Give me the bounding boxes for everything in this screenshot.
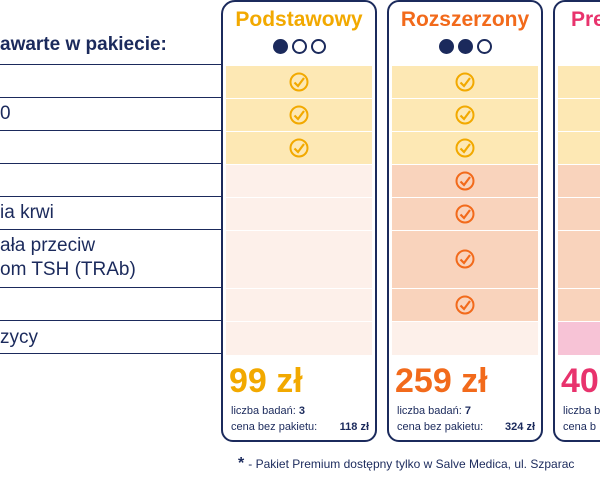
level-dot-empty bbox=[291, 39, 307, 54]
test-cell bbox=[558, 322, 600, 355]
check-icon bbox=[455, 204, 475, 224]
no-package-label: cena bez pakietu: bbox=[231, 421, 318, 433]
package-name: Pre bbox=[571, 8, 600, 31]
no-package-label: cena b bbox=[563, 421, 597, 433]
row-divider bbox=[0, 196, 224, 197]
package-level-dots bbox=[223, 39, 375, 54]
test-cell bbox=[392, 99, 538, 131]
test-cell bbox=[558, 132, 600, 164]
row-divider bbox=[0, 353, 224, 354]
row-divider bbox=[0, 163, 224, 164]
test-label-2: 0 bbox=[0, 103, 11, 124]
package-card-basic[interactable]: Podstawowy 99 zł liczba badań: 3 cena be… bbox=[221, 0, 377, 442]
check-icon bbox=[289, 138, 309, 158]
package-price: 259 zł bbox=[395, 362, 488, 400]
test-cell bbox=[392, 66, 538, 98]
check-icon bbox=[455, 295, 475, 315]
test-cell bbox=[226, 66, 372, 98]
check-icon bbox=[455, 138, 475, 158]
test-cell bbox=[558, 231, 600, 288]
check-icon bbox=[455, 249, 475, 269]
test-cell-empty bbox=[226, 198, 372, 230]
level-dot-filled bbox=[272, 39, 288, 54]
test-cell bbox=[392, 198, 538, 230]
no-package-price: 118 zł bbox=[339, 421, 369, 433]
test-cell bbox=[558, 165, 600, 197]
tests-count-text: liczba b bbox=[563, 405, 600, 417]
check-icon bbox=[289, 72, 309, 92]
level-dot-empty bbox=[476, 39, 492, 54]
test-cell bbox=[392, 132, 538, 164]
tests-count-text: liczba badań: 7 bbox=[397, 405, 472, 417]
test-cell-empty bbox=[226, 165, 372, 197]
package-price: 99 zł bbox=[229, 362, 303, 400]
level-dot-filled bbox=[438, 39, 454, 54]
level-dot-filled bbox=[457, 39, 473, 54]
no-package-price: 324 zł bbox=[505, 421, 535, 433]
test-cell bbox=[392, 231, 538, 288]
footnote-text: - Pakiet Premium dostępny tylko w Salve … bbox=[248, 457, 575, 471]
package-name: Podstawowy bbox=[235, 8, 363, 31]
test-cell bbox=[226, 99, 372, 131]
package-contents-header: awarte w pakiecie: bbox=[0, 34, 167, 55]
test-cell bbox=[558, 99, 600, 131]
test-cell-empty bbox=[226, 322, 372, 355]
package-card-extended[interactable]: Rozszerzony 259 zł liczba badań: 7 cena … bbox=[387, 0, 543, 442]
tests-count-text: liczba badań: 3 bbox=[231, 405, 306, 417]
test-cell bbox=[558, 198, 600, 230]
check-icon bbox=[289, 105, 309, 125]
row-divider bbox=[0, 64, 224, 65]
test-cell-empty bbox=[392, 322, 538, 355]
package-level-dots bbox=[389, 39, 541, 54]
check-icon bbox=[455, 105, 475, 125]
test-label-6: ała przeciw om TSH (TRAb) bbox=[0, 235, 136, 280]
test-cell-empty bbox=[226, 231, 372, 288]
row-divider bbox=[0, 130, 224, 131]
row-divider bbox=[0, 320, 224, 321]
check-icon bbox=[455, 171, 475, 191]
test-cell bbox=[558, 66, 600, 98]
premium-footnote: * - Pakiet Premium dostępny tylko w Salve… bbox=[238, 455, 574, 473]
asterisk: * bbox=[238, 455, 245, 472]
test-cell bbox=[392, 289, 538, 321]
test-cell bbox=[558, 289, 600, 321]
check-icon bbox=[455, 72, 475, 92]
test-label-5: ia krwi bbox=[0, 202, 54, 223]
test-cell bbox=[226, 132, 372, 164]
row-divider bbox=[0, 287, 224, 288]
test-cell bbox=[392, 165, 538, 197]
test-cell-empty bbox=[226, 289, 372, 321]
package-card-premium[interactable]: Pre 40 liczba b cena b bbox=[553, 0, 600, 442]
row-divider bbox=[0, 97, 224, 98]
package-price: 40 bbox=[561, 362, 599, 400]
row-divider bbox=[0, 229, 224, 230]
no-package-label: cena bez pakietu: bbox=[397, 421, 484, 433]
package-name: Rozszerzony bbox=[400, 8, 530, 31]
level-dot-empty bbox=[310, 39, 326, 54]
test-label-8: zycy bbox=[0, 327, 38, 348]
